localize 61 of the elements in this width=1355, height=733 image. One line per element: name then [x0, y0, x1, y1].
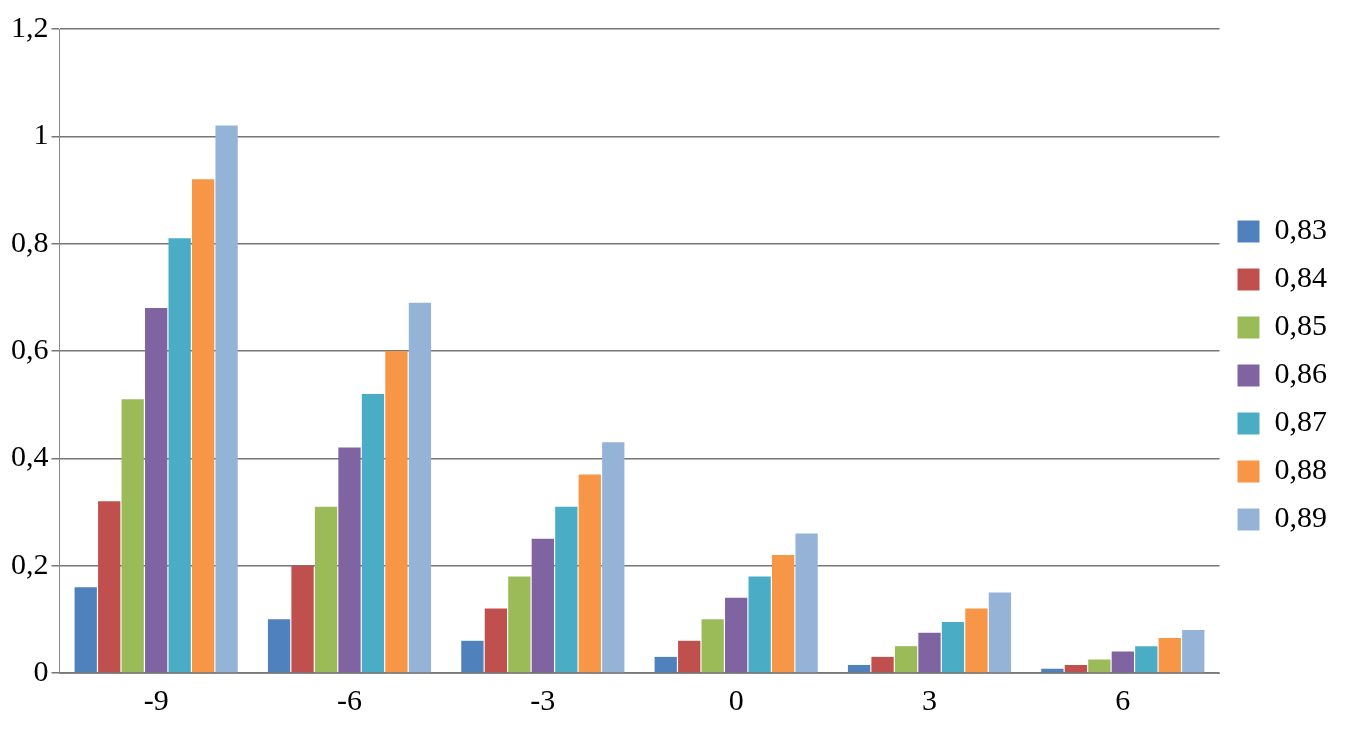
bar: [191, 179, 215, 673]
bar: [74, 587, 97, 673]
bar: [847, 664, 871, 673]
legend-label: 0,89: [1274, 500, 1327, 534]
bar: [291, 565, 314, 673]
bar: [484, 608, 508, 673]
legend-label: 0,87: [1274, 404, 1327, 438]
legend-label: 0,88: [1274, 452, 1327, 486]
bar: [1111, 651, 1134, 673]
bar: [1182, 630, 1205, 673]
bar: [361, 393, 385, 673]
bar: [1088, 659, 1111, 673]
bar: [894, 646, 918, 673]
bar: [1158, 638, 1181, 673]
y-tick-label: 1: [33, 117, 49, 151]
bar: [508, 576, 531, 673]
bar: [795, 533, 818, 673]
bar: [701, 619, 724, 673]
bar: [461, 640, 484, 673]
y-tick-label: 1,2: [11, 9, 49, 43]
bar: [385, 351, 408, 673]
bar: [338, 447, 361, 673]
y-tick-label: 0,8: [11, 224, 49, 258]
x-tick-label: -9: [143, 682, 169, 716]
bar: [725, 597, 748, 673]
bar: [555, 506, 578, 673]
bar: [678, 640, 701, 673]
bar: [215, 125, 238, 673]
bar: [918, 632, 941, 673]
bar: [1064, 664, 1088, 673]
legend-label: 0,83: [1274, 212, 1327, 246]
bar: [531, 538, 554, 673]
x-tick-label: -6: [337, 682, 362, 716]
bar: [748, 576, 771, 673]
bar: [168, 238, 191, 673]
legend-label: 0,86: [1274, 356, 1327, 390]
bar: [654, 656, 677, 673]
y-tick-label: 0,2: [11, 546, 49, 580]
legend-label: 0,85: [1274, 308, 1327, 342]
bar: [267, 619, 291, 673]
y-tick-label: 0,4: [11, 439, 49, 473]
bar: [1135, 646, 1158, 673]
x-tick-label: 6: [1115, 682, 1131, 716]
bar: [314, 506, 338, 673]
bar: [145, 308, 168, 673]
legend-label: 0,84: [1274, 260, 1327, 294]
bar: [871, 656, 894, 673]
bar: [602, 442, 625, 673]
bar: [771, 554, 795, 673]
bar: [408, 302, 432, 673]
bar: [965, 608, 988, 673]
bar: [98, 501, 121, 673]
bar: [941, 622, 965, 673]
bar: [578, 474, 601, 673]
x-tick-label: -3: [530, 682, 556, 716]
y-tick-label: 0: [33, 653, 49, 687]
bar: [121, 399, 144, 673]
x-tick-label: 3: [922, 682, 937, 716]
y-tick-label: 0,6: [11, 331, 49, 365]
bar: [988, 592, 1012, 673]
x-tick-label: 0: [728, 682, 744, 716]
